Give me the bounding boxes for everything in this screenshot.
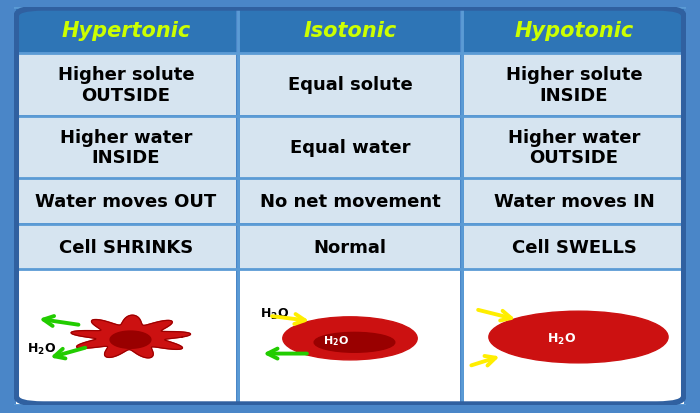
FancyBboxPatch shape [16,225,236,269]
Text: Water moves IN: Water moves IN [494,193,654,211]
Text: Normal: Normal [314,238,386,256]
Ellipse shape [283,317,417,360]
Text: $\mathbf{H_2O}$: $\mathbf{H_2O}$ [27,341,57,356]
Text: Higher water
INSIDE: Higher water INSIDE [60,128,192,167]
Ellipse shape [314,332,395,352]
FancyBboxPatch shape [16,9,236,53]
Polygon shape [110,331,151,349]
Text: $\mathbf{H_2O}$: $\mathbf{H_2O}$ [260,306,289,321]
FancyBboxPatch shape [240,54,460,116]
FancyBboxPatch shape [16,271,236,404]
Text: $\mathbf{H_2O}$: $\mathbf{H_2O}$ [547,332,576,347]
Text: No net movement: No net movement [260,193,440,211]
Text: Isotonic: Isotonic [303,21,397,41]
FancyBboxPatch shape [240,117,460,178]
Text: Higher solute
INSIDE: Higher solute INSIDE [505,66,643,104]
Text: Higher solute
OUTSIDE: Higher solute OUTSIDE [57,66,195,104]
FancyBboxPatch shape [240,225,460,269]
Text: $\mathbf{H_2O}$: $\mathbf{H_2O}$ [323,334,349,348]
FancyBboxPatch shape [240,9,460,53]
FancyBboxPatch shape [240,271,460,404]
Text: Water moves OUT: Water moves OUT [36,193,216,211]
Ellipse shape [489,311,668,363]
FancyBboxPatch shape [464,117,684,178]
FancyBboxPatch shape [240,180,460,224]
FancyBboxPatch shape [16,117,236,178]
FancyBboxPatch shape [16,54,236,116]
Text: Equal water: Equal water [290,139,410,157]
Text: Cell SHRINKS: Cell SHRINKS [59,238,193,256]
Text: Higher water
OUTSIDE: Higher water OUTSIDE [508,128,640,167]
Text: Equal solute: Equal solute [288,76,412,94]
FancyBboxPatch shape [464,225,684,269]
FancyBboxPatch shape [464,271,684,404]
Text: Hypotonic: Hypotonic [514,21,634,41]
Text: Hypertonic: Hypertonic [62,21,190,41]
FancyBboxPatch shape [16,180,236,224]
Polygon shape [71,316,190,358]
Text: Cell SWELLS: Cell SWELLS [512,238,636,256]
FancyBboxPatch shape [464,54,684,116]
FancyBboxPatch shape [464,9,684,53]
FancyBboxPatch shape [464,180,684,224]
